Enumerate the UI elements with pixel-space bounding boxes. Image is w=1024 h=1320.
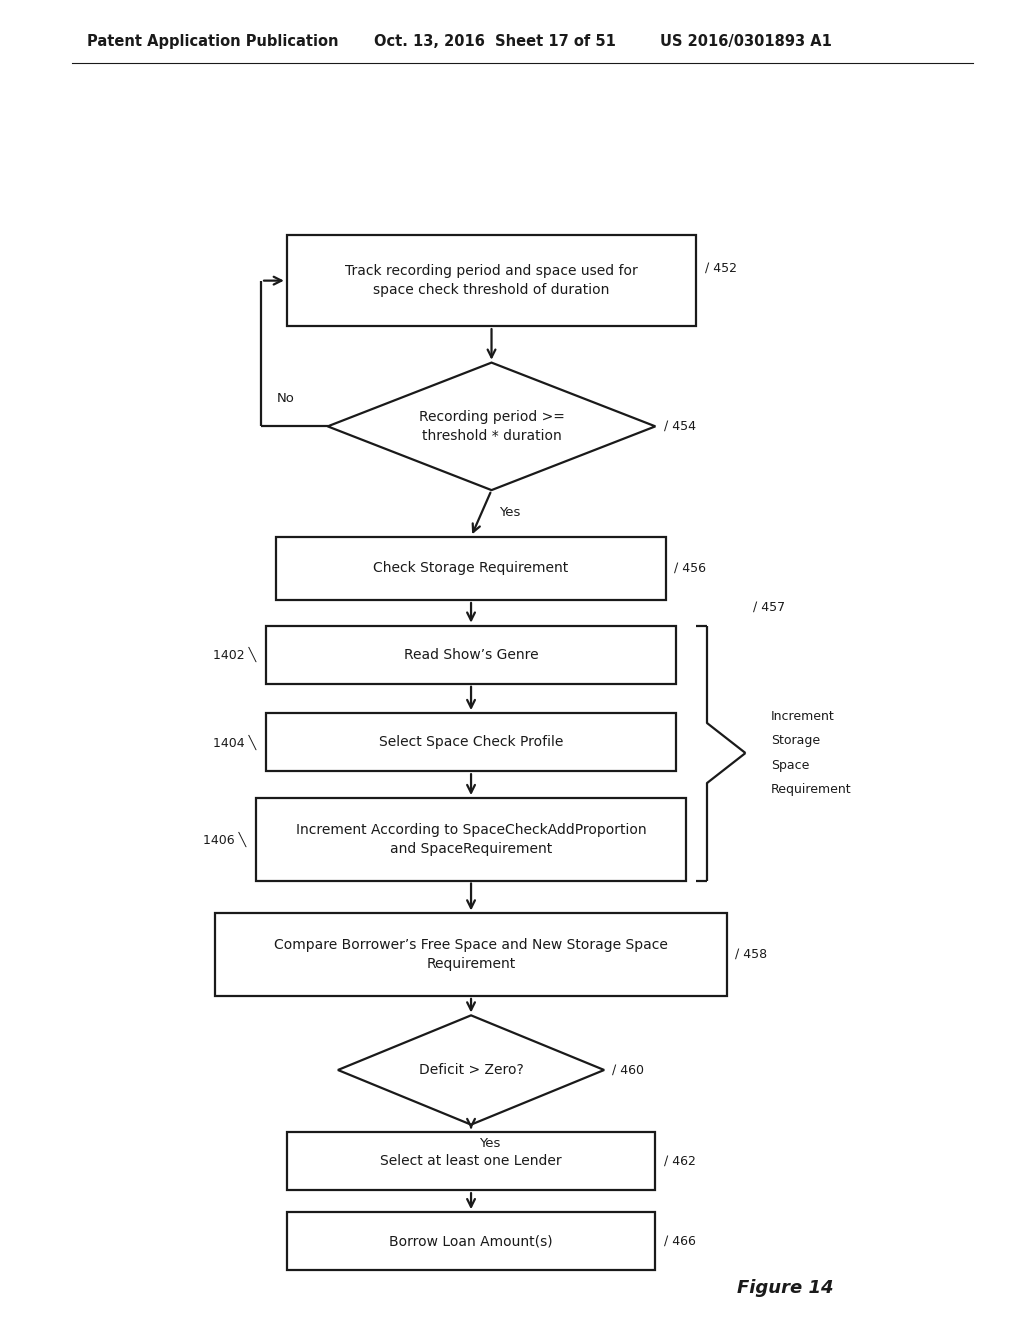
Text: Oct. 13, 2016  Sheet 17 of 51: Oct. 13, 2016 Sheet 17 of 51 [374,34,615,49]
Text: ∕ 458: ∕ 458 [735,948,767,961]
Bar [256,799,686,880]
Text: Space: Space [771,759,809,772]
Polygon shape [338,1015,604,1125]
Bar [215,913,727,995]
Text: Figure 14: Figure 14 [737,1279,834,1298]
Bar [287,235,696,326]
Text: ∕ 457: ∕ 457 [753,601,784,614]
Text: Increment According to SpaceCheckAddProportion
and SpaceRequirement: Increment According to SpaceCheckAddProp… [296,822,646,855]
Text: Patent Application Publication: Patent Application Publication [87,34,339,49]
Text: 1406 ╲: 1406 ╲ [203,832,246,847]
Text: Select at least one Lender: Select at least one Lender [380,1154,562,1168]
Polygon shape [328,363,655,490]
Text: ∕ 462: ∕ 462 [664,1155,695,1168]
Text: Borrow Loan Amount(s): Borrow Loan Amount(s) [389,1234,553,1249]
Text: 1404 ╲: 1404 ╲ [213,734,256,750]
Bar [287,1212,655,1270]
Text: Increment: Increment [771,710,835,723]
Text: Yes: Yes [500,506,520,519]
Text: Check Storage Requirement: Check Storage Requirement [374,561,568,576]
Text: ∕ 452: ∕ 452 [705,261,736,275]
Text: Requirement: Requirement [771,783,852,796]
Text: 1402 ╲: 1402 ╲ [213,647,256,663]
Bar [266,626,676,684]
Text: ∕ 456: ∕ 456 [674,562,706,576]
Text: ∕ 460: ∕ 460 [612,1064,644,1077]
Bar [266,713,676,771]
Text: Yes: Yes [479,1137,500,1150]
Text: Track recording period and space used for
space check threshold of duration: Track recording period and space used fo… [345,264,638,297]
Text: ∕ 466: ∕ 466 [664,1234,695,1247]
Text: ∕ 454: ∕ 454 [664,420,695,433]
Bar [276,537,666,601]
Text: No: No [276,392,294,404]
Text: Recording period >=
threshold * duration: Recording period >= threshold * duration [419,409,564,444]
Text: Deficit > Zero?: Deficit > Zero? [419,1063,523,1077]
Text: Storage: Storage [771,734,820,747]
Bar [287,1133,655,1191]
Text: US 2016/0301893 A1: US 2016/0301893 A1 [660,34,833,49]
Text: Read Show’s Genre: Read Show’s Genre [403,648,539,661]
Text: Compare Borrower’s Free Space and New Storage Space
Requirement: Compare Borrower’s Free Space and New St… [274,939,668,972]
Text: Select Space Check Profile: Select Space Check Profile [379,735,563,750]
